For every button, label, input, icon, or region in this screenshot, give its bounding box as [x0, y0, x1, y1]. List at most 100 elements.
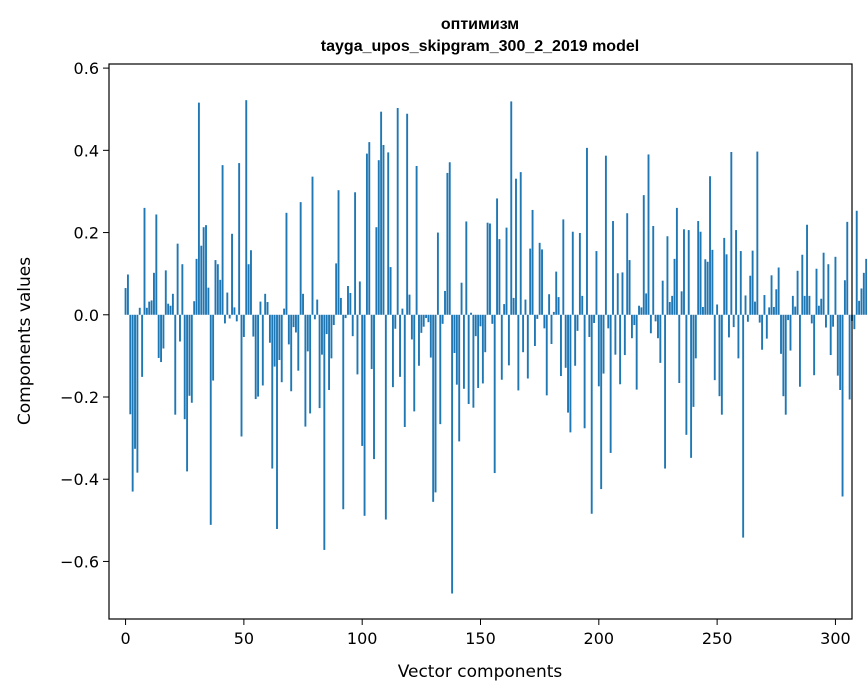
- bar: [810, 314, 813, 324]
- bar: [578, 232, 581, 315]
- bar: [252, 314, 255, 337]
- bar: [576, 314, 579, 331]
- bar: [150, 300, 153, 315]
- bar: [224, 314, 226, 324]
- bar: [477, 314, 480, 388]
- bar: [522, 314, 525, 353]
- y-tick-label: −0.6: [60, 552, 99, 571]
- bar: [491, 314, 494, 324]
- bar: [209, 314, 212, 525]
- bar: [533, 314, 536, 347]
- bar: [486, 222, 489, 315]
- bar: [143, 207, 146, 315]
- bar: [858, 300, 861, 315]
- x-tick-label: 150: [465, 629, 496, 648]
- bar: [124, 288, 127, 315]
- bar: [309, 314, 312, 414]
- bar: [339, 297, 342, 315]
- bar: [526, 314, 529, 379]
- bar: [436, 232, 439, 315]
- bar: [394, 314, 397, 329]
- bar: [777, 267, 780, 315]
- bar: [458, 314, 461, 442]
- bar: [242, 314, 245, 337]
- bar: [126, 274, 129, 315]
- bar: [640, 307, 643, 315]
- bar: [543, 314, 546, 329]
- bar: [512, 297, 515, 315]
- bar: [619, 314, 622, 385]
- bar: [226, 292, 229, 315]
- bar: [647, 154, 650, 315]
- bar: [399, 314, 401, 377]
- bar: [754, 301, 756, 315]
- bar: [257, 314, 260, 397]
- bar: [706, 261, 709, 315]
- bar: [628, 260, 631, 315]
- y-tick-label: 0.4: [74, 141, 99, 160]
- bar: [541, 249, 543, 315]
- bar: [347, 286, 349, 315]
- bar: [429, 314, 432, 358]
- bar: [507, 314, 510, 366]
- bar: [465, 221, 468, 315]
- bar: [595, 251, 598, 315]
- bar: [259, 301, 262, 315]
- bar: [817, 305, 820, 315]
- bar: [356, 314, 359, 375]
- bar: [545, 314, 548, 396]
- bar: [153, 272, 155, 315]
- bar: [609, 314, 612, 453]
- bar: [245, 100, 248, 315]
- bar: [623, 314, 626, 356]
- bar: [593, 314, 596, 323]
- bar: [240, 314, 243, 437]
- bar: [344, 314, 347, 319]
- bar: [231, 233, 233, 315]
- bar: [261, 314, 264, 386]
- bar: [216, 264, 219, 315]
- bar: [683, 229, 685, 315]
- bar: [661, 280, 664, 315]
- bar: [358, 281, 361, 315]
- bar: [517, 314, 520, 391]
- bar: [569, 314, 572, 433]
- bar: [822, 252, 825, 315]
- bar: [633, 314, 636, 326]
- bar: [590, 314, 593, 514]
- bar: [832, 314, 835, 327]
- bar: [782, 314, 785, 397]
- bar: [604, 155, 607, 315]
- bar: [664, 314, 667, 469]
- bar: [313, 314, 316, 320]
- bar: [160, 314, 162, 363]
- bar: [642, 195, 645, 315]
- bar: [451, 314, 454, 594]
- bar: [675, 207, 678, 315]
- bar: [846, 221, 849, 315]
- bar: [529, 248, 532, 315]
- bar: [671, 295, 674, 315]
- y-tick-label: 0.0: [74, 306, 99, 325]
- bar: [474, 314, 477, 337]
- bar: [462, 314, 465, 389]
- bar: [827, 264, 830, 315]
- bar: [720, 314, 723, 415]
- bar: [758, 314, 761, 323]
- bar: [316, 299, 319, 315]
- bar: [195, 258, 198, 315]
- bar: [129, 314, 132, 415]
- bar: [498, 239, 501, 315]
- bar: [668, 302, 671, 315]
- bar: [694, 314, 697, 359]
- bar: [202, 227, 205, 315]
- plot-frame: [108, 63, 853, 620]
- bar: [711, 249, 714, 315]
- bar: [415, 165, 418, 315]
- bar: [680, 291, 683, 315]
- bar: [600, 314, 603, 490]
- bar: [368, 142, 371, 315]
- bar: [780, 314, 782, 354]
- bar: [704, 259, 707, 315]
- bar: [574, 314, 577, 366]
